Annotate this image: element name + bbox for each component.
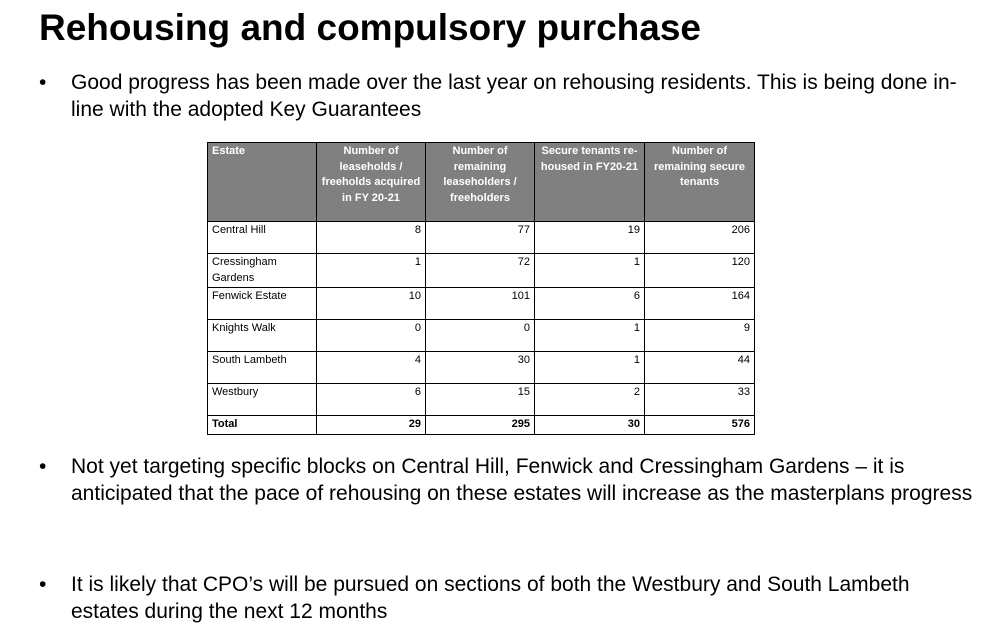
remaining-leaseholders-cell: 15 [425,383,535,416]
column-header-remaining-leaseholders: Number of remaining leaseholders / freeh… [425,142,535,222]
table-row: Knights Walk 0 0 1 9 [207,319,755,352]
remaining-tenants-cell: 33 [644,383,755,416]
total-acquired-cell: 29 [316,415,426,435]
bullet-text: It is likely that CPO’s will be pursued … [71,573,910,623]
bullet-text: Not yet targeting specific blocks on Cen… [71,455,973,505]
remaining-tenants-cell: 44 [644,351,755,384]
acquired-cell: 10 [316,287,426,320]
rehousing-table: Estate Number of leaseholds / freeholds … [207,142,755,435]
page-title: Rehousing and compulsory purchase [39,7,702,48]
table-total-row: Total 29 295 30 576 [207,415,755,435]
total-rehoused-cell: 30 [534,415,645,435]
column-header-acquired: Number of leaseholds / freeholds acquire… [316,142,426,222]
estate-cell: Cressingham Gardens [207,253,317,288]
total-remaining-tenants-cell: 576 [644,415,755,435]
estate-cell: South Lambeth [207,351,317,384]
column-header-remaining-tenants: Number of remaining secure tenants [644,142,755,222]
column-header-rehoused: Secure tenants re-housed in FY20-21 [534,142,645,222]
acquired-cell: 1 [316,253,426,288]
total-remaining-leaseholders-cell: 295 [425,415,535,435]
rehoused-cell: 1 [534,253,645,288]
table-header-row: Estate Number of leaseholds / freeholds … [207,142,755,222]
remaining-leaseholders-cell: 0 [425,319,535,352]
remaining-leaseholders-cell: 101 [425,287,535,320]
remaining-leaseholders-cell: 77 [425,221,535,254]
acquired-cell: 4 [316,351,426,384]
bullet-glyph: • [39,455,47,478]
total-label-cell: Total [207,415,317,435]
estate-cell: Knights Walk [207,319,317,352]
estate-cell: Westbury [207,383,317,416]
rehoused-cell: 2 [534,383,645,416]
remaining-tenants-cell: 206 [644,221,755,254]
remaining-leaseholders-cell: 72 [425,253,535,288]
remaining-tenants-cell: 9 [644,319,755,352]
remaining-tenants-cell: 120 [644,253,755,288]
rehoused-cell: 1 [534,351,645,384]
estate-cell: Central Hill [207,221,317,254]
estate-cell: Fenwick Estate [207,287,317,320]
table-row: Central Hill 8 77 19 206 [207,221,755,254]
rehoused-cell: 19 [534,221,645,254]
bullet-text: Good progress has been made over the las… [71,71,957,121]
rehoused-cell: 6 [534,287,645,320]
acquired-cell: 6 [316,383,426,416]
acquired-cell: 8 [316,221,426,254]
rehoused-cell: 1 [534,319,645,352]
acquired-cell: 0 [316,319,426,352]
table-row: Cressingham Gardens 1 72 1 120 [207,253,755,288]
bullet-glyph: • [39,573,47,596]
table-row: Westbury 6 15 2 33 [207,383,755,416]
remaining-leaseholders-cell: 30 [425,351,535,384]
table-row: South Lambeth 4 30 1 44 [207,351,755,384]
table-row: Fenwick Estate 10 101 6 164 [207,287,755,320]
remaining-tenants-cell: 164 [644,287,755,320]
bullet-glyph: • [39,71,47,94]
column-header-estate: Estate [207,142,317,222]
